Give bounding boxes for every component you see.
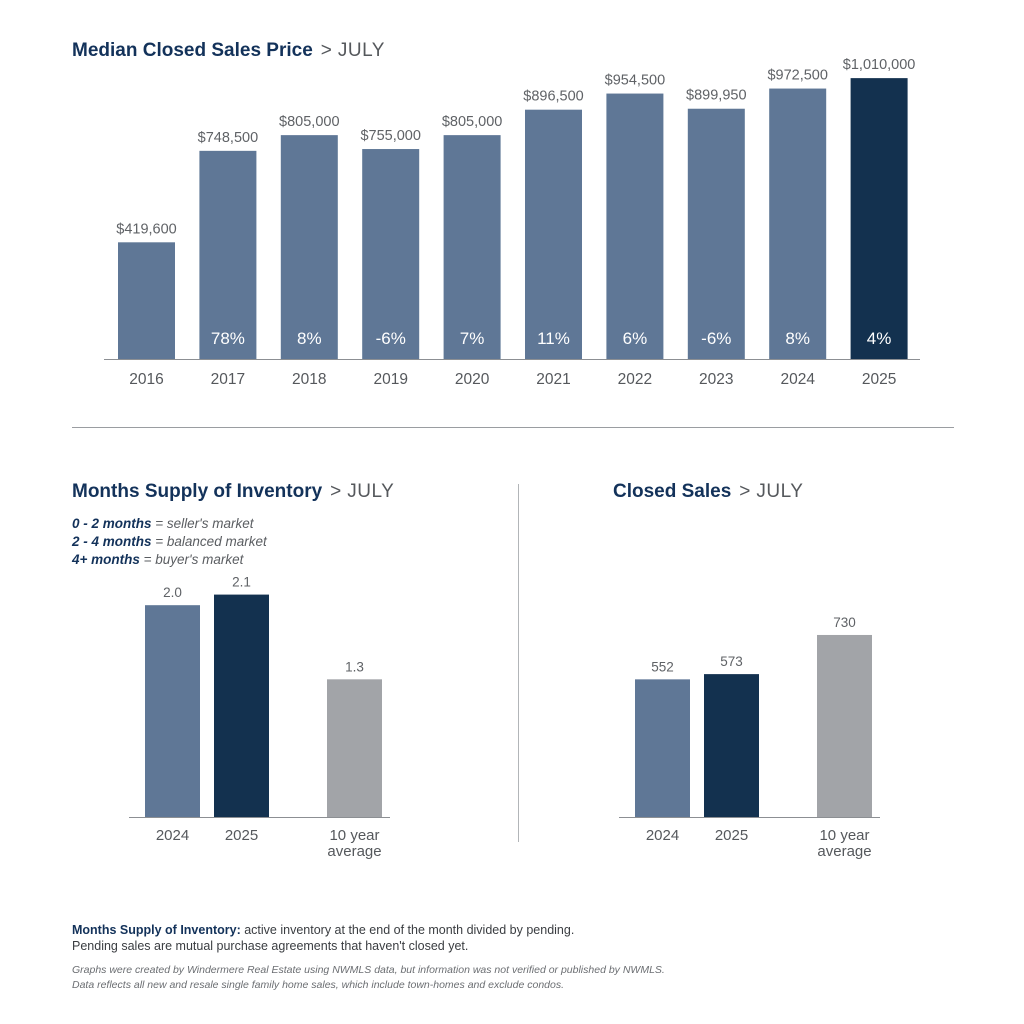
footnote: Months Supply of Inventory: active inven… xyxy=(72,923,574,954)
price-bar xyxy=(443,135,501,359)
median-title-month: JULY xyxy=(337,40,385,61)
supply-x-tick: 2024 xyxy=(156,827,189,844)
price-bar xyxy=(769,88,827,360)
legend-range: 2 - 4 months xyxy=(72,534,152,549)
closed-x-tick: 2025 xyxy=(715,827,748,844)
disclaimer-line-1: Graphs were created by Windermere Real E… xyxy=(72,964,665,976)
price-value-label: $1,010,000 xyxy=(843,57,916,73)
disclaimer-line-2: Data reflects all new and resale single … xyxy=(72,979,565,991)
supply-value-label: 2.1 xyxy=(232,575,251,590)
price-year-tick: 2021 xyxy=(536,371,570,388)
price-bar xyxy=(850,78,908,359)
supply-title-text: Months Supply of Inventory xyxy=(72,481,323,502)
price-value-label: $899,950 xyxy=(686,88,746,104)
legend-text: = seller's market xyxy=(151,516,254,531)
price-year-tick: 2023 xyxy=(699,371,733,388)
legend-item: 0 - 2 months = seller's market xyxy=(72,515,267,533)
median-title-sep: > xyxy=(320,40,332,61)
price-bar xyxy=(199,150,257,359)
closed-bar xyxy=(635,679,690,817)
supply-x-tick: 10 year xyxy=(329,827,379,844)
closed-value-label: 573 xyxy=(720,654,743,669)
supply-bar xyxy=(145,605,200,817)
section-divider-horizontal xyxy=(72,427,954,428)
price-change-label: 8% xyxy=(297,329,322,348)
closed-bar xyxy=(817,634,872,817)
supply-title-sep: > xyxy=(330,481,342,502)
price-change-label: 8% xyxy=(785,329,810,348)
price-year-tick: 2017 xyxy=(211,371,245,388)
price-change-label: 7% xyxy=(460,329,485,348)
price-change-label: 11% xyxy=(537,329,570,348)
footnote-line-1: Months Supply of Inventory: active inven… xyxy=(72,923,574,939)
price-change-label: -6% xyxy=(701,329,731,348)
price-value-label: $748,500 xyxy=(198,130,258,146)
price-bar xyxy=(687,108,745,360)
supply-bar xyxy=(214,594,269,817)
price-value-label: $972,500 xyxy=(767,68,827,84)
footnote-line-2: Pending sales are mutual purchase agreem… xyxy=(72,938,469,953)
supply-bar xyxy=(327,679,382,817)
price-change-label: 78% xyxy=(211,329,245,348)
footnote-text: active inventory at the end of the month… xyxy=(240,923,575,937)
price-bar xyxy=(606,93,664,359)
price-bar xyxy=(118,242,175,359)
market-legend: 0 - 2 months = seller's market 2 - 4 mon… xyxy=(72,515,267,569)
median-price-title: Median Closed Sales Price > JULY xyxy=(72,40,385,62)
legend-range: 0 - 2 months xyxy=(72,516,152,531)
price-value-label: $419,600 xyxy=(116,221,176,237)
disclaimer: Graphs were created by Windermere Real E… xyxy=(72,963,665,993)
section-divider-vertical xyxy=(518,484,519,842)
price-value-label: $896,500 xyxy=(523,89,583,105)
price-change-label: 4% xyxy=(867,329,892,348)
footnote-term: Months Supply of Inventory: xyxy=(72,923,241,937)
closed-title-text: Closed Sales xyxy=(613,481,732,502)
closed-x-tick: average xyxy=(817,843,871,860)
price-value-label: $755,000 xyxy=(360,128,420,144)
supply-x-tick: 2025 xyxy=(225,827,258,844)
supply-title: Months Supply of Inventory > JULY xyxy=(72,481,394,503)
closed-sales-title: Closed Sales > JULY xyxy=(613,481,803,503)
price-change-label: 6% xyxy=(623,329,648,348)
legend-text: = buyer's market xyxy=(139,552,244,567)
closed-title-month: JULY xyxy=(756,481,804,502)
price-bar xyxy=(362,149,420,359)
closed-title-sep: > xyxy=(739,481,751,502)
closed-bar xyxy=(704,674,759,817)
supply-title-month: JULY xyxy=(347,481,395,502)
price-bar xyxy=(525,109,582,359)
price-year-tick: 2018 xyxy=(292,371,326,388)
legend-item: 4+ months = buyer's market xyxy=(72,551,267,569)
price-value-label: $805,000 xyxy=(442,114,502,130)
price-change-label: -6% xyxy=(376,329,406,348)
price-value-label: $805,000 xyxy=(279,114,339,130)
price-year-tick: 2020 xyxy=(455,371,490,388)
closed-x-tick: 10 year xyxy=(819,827,869,844)
closed-value-label: 552 xyxy=(651,659,674,674)
legend-item: 2 - 4 months = balanced market xyxy=(72,533,267,551)
supply-x-tick: average xyxy=(327,843,381,860)
legend-text: = balanced market xyxy=(151,534,267,549)
price-year-tick: 2024 xyxy=(780,371,815,388)
price-bar xyxy=(280,135,338,359)
price-year-tick: 2022 xyxy=(618,371,652,388)
supply-value-label: 2.0 xyxy=(163,585,182,600)
price-year-tick: 2025 xyxy=(862,371,896,388)
price-year-tick: 2016 xyxy=(129,371,163,388)
median-title-text: Median Closed Sales Price xyxy=(72,40,313,61)
supply-value-label: 1.3 xyxy=(345,659,364,674)
price-year-tick: 2019 xyxy=(373,371,407,388)
legend-range: 4+ months xyxy=(72,552,140,567)
price-value-label: $954,500 xyxy=(605,73,665,89)
closed-x-tick: 2024 xyxy=(646,827,679,844)
closed-value-label: 730 xyxy=(833,615,856,630)
